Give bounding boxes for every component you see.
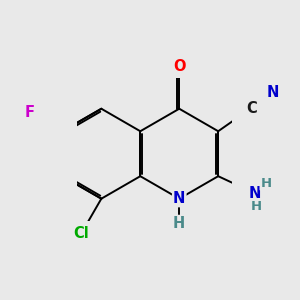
Text: Cl: Cl: [73, 226, 89, 241]
Text: H: H: [250, 200, 262, 213]
Text: F: F: [24, 105, 34, 120]
Text: N: N: [249, 186, 261, 201]
Text: N: N: [267, 85, 279, 100]
Text: H: H: [261, 177, 272, 190]
Text: C: C: [246, 100, 257, 116]
Text: H: H: [173, 216, 185, 231]
Text: N: N: [173, 191, 185, 206]
Text: O: O: [173, 58, 185, 74]
